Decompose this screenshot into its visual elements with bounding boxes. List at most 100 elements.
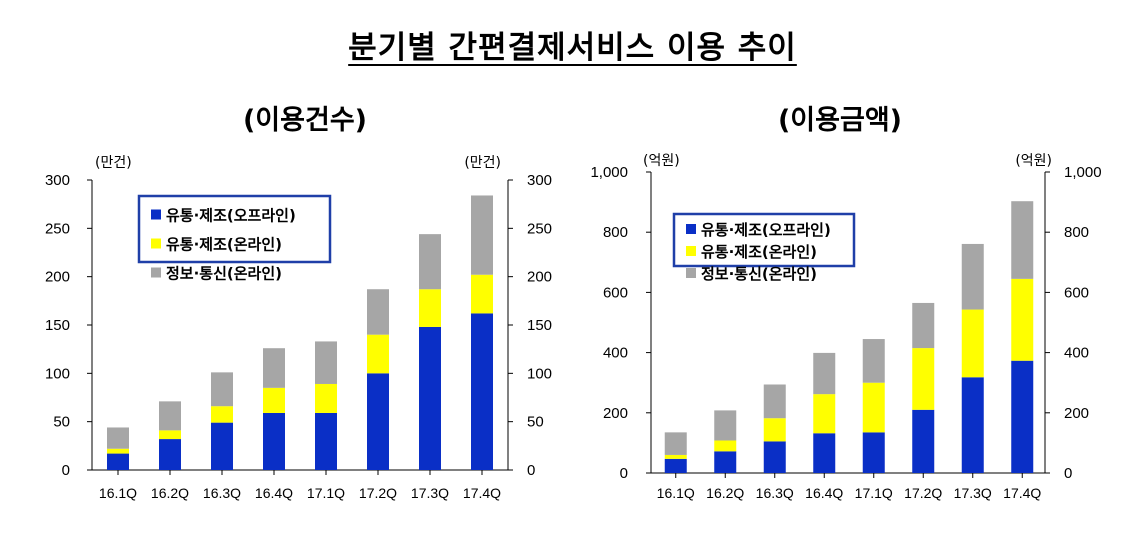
count-bar-telecom bbox=[419, 234, 441, 290]
amount-bar-offline bbox=[664, 458, 687, 473]
amount-y-unit-left: (억원) bbox=[643, 153, 680, 169]
count-legend-label-telecom: 정보·통신(온라인) bbox=[166, 265, 282, 283]
count-category-label: 17.1Q bbox=[307, 485, 345, 501]
amount-bar-telecom bbox=[664, 432, 687, 455]
amount-ytick-label-right: 600 bbox=[1064, 284, 1089, 301]
amount-bar-offline bbox=[813, 433, 836, 473]
count-bar-offline bbox=[315, 412, 337, 470]
amount-bar-offline bbox=[763, 441, 786, 473]
main-title-text: 분기별 간편결제서비스 이용 추이 bbox=[348, 30, 797, 66]
count-bar-offline bbox=[107, 453, 129, 470]
amount-ytick-label-left: 200 bbox=[603, 405, 628, 422]
count-bar-telecom bbox=[471, 195, 493, 275]
amount-bar-online_retail bbox=[664, 454, 687, 459]
count-category-label: 16.3Q bbox=[203, 485, 241, 501]
count-bar-telecom bbox=[211, 372, 233, 407]
amount-bar-online_retail bbox=[912, 348, 935, 410]
count-ytick-label-left: 100 bbox=[45, 365, 70, 382]
amount-ytick-label-left: 400 bbox=[603, 345, 628, 362]
amount-bar-telecom bbox=[763, 384, 786, 419]
amount-ytick-label-right: 800 bbox=[1064, 224, 1089, 241]
count-legend-swatch-offline bbox=[151, 209, 161, 220]
main-title: 분기별 간편결제서비스 이용 추이 bbox=[0, 22, 1145, 67]
count-bar-online_retail bbox=[263, 387, 285, 413]
amount-ytick-label-left: 0 bbox=[620, 465, 628, 482]
count-ytick-label-right: 250 bbox=[527, 220, 552, 237]
amount-bar-telecom bbox=[912, 302, 935, 349]
amount-category-label: 16.3Q bbox=[756, 485, 794, 501]
count-legend-label-offline: 유통·제조(오프라인) bbox=[166, 207, 296, 225]
count-ytick-label-left: 150 bbox=[45, 317, 70, 334]
amount-ytick-label-left: 1,000 bbox=[590, 164, 628, 181]
count-bar-offline bbox=[211, 422, 233, 470]
count-bar-online_retail bbox=[419, 289, 441, 327]
count-bar-telecom bbox=[107, 427, 129, 449]
amount-category-label: 17.4Q bbox=[1003, 485, 1041, 501]
amount-bar-online_retail bbox=[961, 309, 984, 378]
count-bar-online_retail bbox=[315, 383, 337, 413]
count-ytick-label-left: 0 bbox=[62, 462, 70, 479]
amount-category-label: 16.2Q bbox=[706, 485, 744, 501]
amount-bar-online_retail bbox=[862, 382, 885, 433]
count-ytick-label-right: 150 bbox=[527, 317, 552, 334]
amount-bar-telecom bbox=[1011, 201, 1034, 279]
count-bar-offline bbox=[419, 326, 441, 470]
amount-bar-online_retail bbox=[763, 418, 786, 442]
amount-bar-offline bbox=[961, 377, 984, 473]
count-bar-offline bbox=[471, 313, 493, 470]
count-y-unit-right: (만건) bbox=[464, 155, 501, 171]
count-legend-swatch-telecom bbox=[151, 267, 161, 278]
count-bar-online_retail bbox=[159, 430, 181, 440]
count-ytick-label-right: 100 bbox=[527, 365, 552, 382]
amount-ytick-label-left: 600 bbox=[603, 284, 628, 301]
count-bar-offline bbox=[159, 439, 181, 470]
count-ytick-label-left: 50 bbox=[53, 414, 70, 431]
count-ytick-label-right: 200 bbox=[527, 269, 552, 286]
amount-category-label: 17.1Q bbox=[855, 485, 893, 501]
amount-bar-online_retail bbox=[813, 394, 836, 434]
count-bar-offline bbox=[367, 373, 389, 470]
count-bar-telecom bbox=[263, 348, 285, 388]
amount-y-unit-right: (억원) bbox=[1015, 153, 1052, 169]
amount-legend-label-online_retail: 유통·제조(온라인) bbox=[701, 243, 817, 261]
count-category-label: 16.4Q bbox=[255, 485, 293, 501]
count-y-unit-left: (만건) bbox=[95, 155, 132, 171]
count-legend-label-online_retail: 유통·제조(온라인) bbox=[166, 236, 282, 254]
amount-legend-swatch-telecom bbox=[686, 268, 696, 278]
amount-category-label: 16.1Q bbox=[657, 485, 695, 501]
amount-bar-telecom bbox=[714, 410, 737, 441]
count-legend-box bbox=[137, 194, 332, 264]
amount-ytick-label-right: 1,000 bbox=[1064, 164, 1102, 181]
count-ytick-label-left: 300 bbox=[45, 172, 70, 189]
count-ytick-label-right: 50 bbox=[527, 414, 544, 431]
amount-bar-telecom bbox=[862, 339, 885, 383]
amount-bar-online_retail bbox=[714, 440, 737, 452]
count-bar-offline bbox=[263, 412, 285, 470]
count-ytick-label-right: 0 bbox=[527, 462, 535, 479]
amount-legend-label-offline: 유통·제조(오프라인) bbox=[701, 221, 831, 239]
count-ytick-label-left: 250 bbox=[45, 220, 70, 237]
count-legend-swatch-online_retail bbox=[151, 238, 161, 249]
amount-legend-swatch-online_retail bbox=[686, 246, 696, 256]
amount-bar-telecom bbox=[961, 243, 984, 310]
amount-ytick-label-right: 200 bbox=[1064, 405, 1089, 422]
count-ytick-label-right: 300 bbox=[527, 172, 552, 189]
count-category-label: 16.2Q bbox=[151, 485, 189, 501]
count-bar-online_retail bbox=[367, 334, 389, 374]
count-bar-online_retail bbox=[471, 274, 493, 314]
count-bar-online_retail bbox=[107, 448, 129, 454]
amount-bar-offline bbox=[714, 451, 737, 473]
amount-bar-offline bbox=[1011, 360, 1034, 473]
count-category-label: 17.4Q bbox=[463, 485, 501, 501]
amount-category-label: 17.2Q bbox=[904, 485, 942, 501]
count-bar-telecom bbox=[159, 401, 181, 431]
amount-bar-offline bbox=[862, 432, 885, 473]
amount-ytick-label-left: 800 bbox=[603, 224, 628, 241]
count-category-label: 17.3Q bbox=[411, 485, 449, 501]
amount-bar-offline bbox=[912, 409, 935, 473]
count-bar-online_retail bbox=[211, 406, 233, 423]
count-ytick-label-left: 200 bbox=[45, 269, 70, 286]
amount-legend-box bbox=[672, 212, 856, 268]
amount-legend-label-telecom: 정보·통신(온라인) bbox=[701, 265, 817, 283]
